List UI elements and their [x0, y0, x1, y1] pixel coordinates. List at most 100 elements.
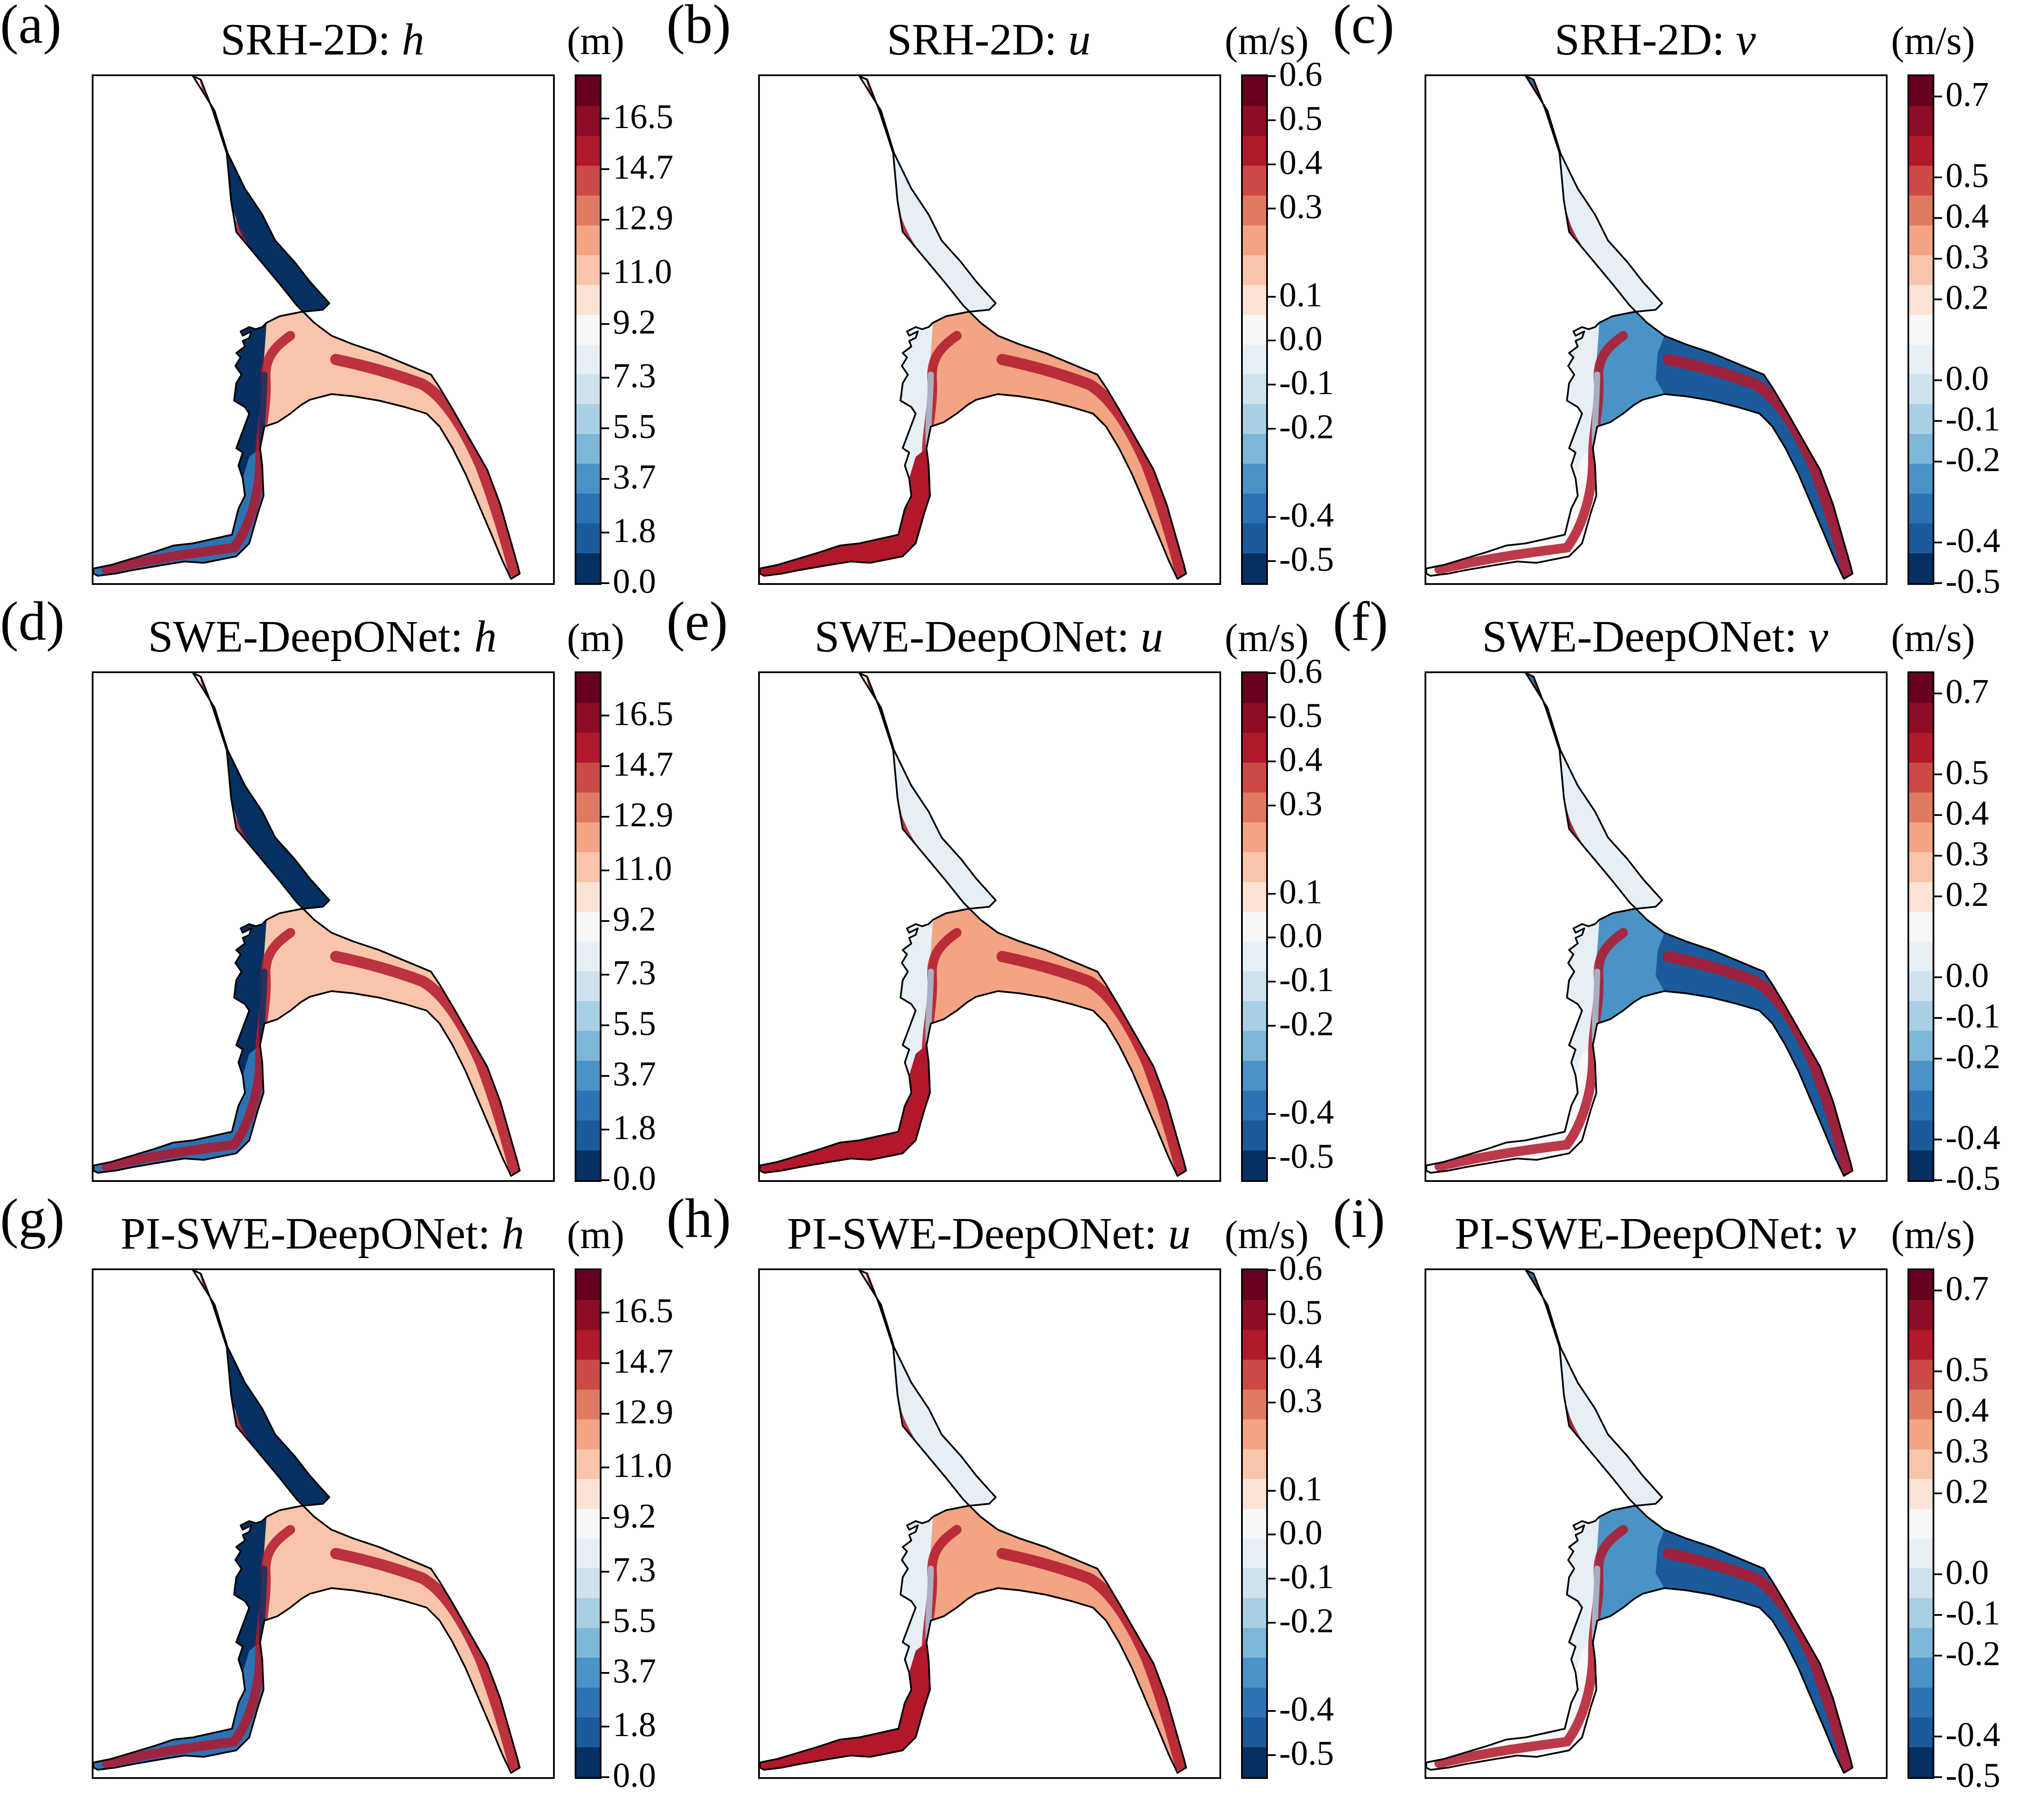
colorbar-tick-mark: [1934, 692, 1942, 694]
panel-letter: (a): [0, 0, 62, 55]
river-field-map: [93, 1270, 521, 1774]
colorbar: [1241, 1268, 1268, 1779]
colorbar-segment: [1243, 941, 1266, 972]
region-thalweg-side: [768, 331, 962, 574]
region-right: [323, 1530, 520, 1773]
colorbar-tick-label: 0.5: [1946, 157, 1989, 195]
panel-letter: (d): [0, 591, 65, 652]
colorbar-tick-mark: [601, 376, 609, 379]
panel-title-variable: h: [474, 612, 497, 661]
colorbar: [575, 74, 601, 585]
colorbar-tick-mark: [601, 1725, 609, 1727]
panel-title: SRH-2D: v: [1424, 17, 1887, 62]
colorbar-segment: [1243, 523, 1266, 554]
colorbar-segment: [576, 255, 600, 285]
colorbar-segment: [1243, 1449, 1266, 1479]
colorbar-tick-mark: [1934, 1451, 1942, 1454]
colorbar-segment: [1909, 1538, 1933, 1569]
colorbar-tick-mark: [1268, 1269, 1276, 1271]
colorbar-segment: [1909, 1001, 1933, 1031]
colorbar-segment: [1243, 1479, 1266, 1509]
colorbar-segment: [1909, 673, 1933, 703]
region-lower: [1426, 1642, 1596, 1770]
colorbar-tick-label: 16.5: [613, 1291, 673, 1330]
colorbar-segment: [1243, 1628, 1266, 1658]
colorbar-segment: [1909, 553, 1933, 583]
colorbar-segment: [576, 912, 600, 942]
colorbar-tick-label: 1.8: [613, 1108, 656, 1147]
colorbar-segment: [1909, 1628, 1933, 1658]
colorbar-segment: [576, 285, 600, 315]
colorbar-segment: [576, 1658, 600, 1688]
colorbar-tick-mark: [1268, 1313, 1276, 1315]
colorbar-segment: [576, 1449, 600, 1479]
panel-g: (g) PI-SWE-DeepONet: h (m) 0.0 1.8 3.7 5.5 7.3 9…: [0, 1191, 675, 1793]
colorbar-segment: [1243, 1747, 1266, 1777]
region-lower: [93, 1642, 264, 1770]
colorbar-segment: [576, 1628, 600, 1658]
colorbar-segment: [1909, 1658, 1933, 1688]
colorbar-segment: [1243, 1389, 1266, 1419]
domain-boundary: [1426, 76, 1853, 580]
panel-title-variable: u: [1168, 1209, 1191, 1258]
colorbar-segment: [1909, 732, 1933, 763]
colorbar-segment: [1909, 792, 1933, 822]
colorbar-tick-mark: [601, 1776, 609, 1778]
colorbar-tick-label: 0.0: [613, 562, 656, 600]
colorbar-tick-mark: [601, 765, 609, 767]
colorbar-tick-mark: [1934, 542, 1942, 544]
colorbar-segment: [1909, 1150, 1933, 1180]
colorbar-segment: [1243, 1658, 1266, 1688]
colorbar-segment: [576, 1479, 600, 1509]
region-lower: [93, 1045, 264, 1173]
colorbar-tick-label: 7.3: [613, 1550, 656, 1589]
river-field-map: [93, 673, 521, 1177]
domain-boundary: [93, 673, 521, 1177]
colorbar-segment: [1243, 374, 1266, 404]
colorbar-segment: [1243, 1598, 1266, 1628]
colorbar-segment: [1243, 494, 1266, 524]
colorbar-segment: [1909, 822, 1933, 852]
colorbar-segment: [1909, 1598, 1933, 1628]
colorbar-tick-label: -0.1: [1946, 1594, 2001, 1632]
colorbar-tick-label: 3.7: [613, 458, 656, 497]
colorbar-segment: [1909, 703, 1933, 733]
colorbar-tick-mark: [1268, 207, 1276, 209]
panel-i: (i) PI-SWE-DeepONet: v (m/s) -0.5 -0.4 -0.2 -0…: [1333, 1191, 2008, 1793]
colorbar-tick-label: 0.3: [1946, 238, 1989, 276]
domain-boundary: [760, 1270, 1187, 1774]
colorbar-tick-label: -0.4: [1279, 1093, 1334, 1132]
colorbar-tick-label: -0.1: [1946, 400, 2001, 438]
colorbar-tick-label: 0.5: [1279, 1293, 1322, 1332]
region-thalweg-main: [1663, 354, 1853, 577]
colorbar-tick-mark: [601, 582, 609, 584]
colorbar-segment: [1243, 882, 1266, 912]
panel-letter: (e): [666, 591, 728, 652]
colorbar-segment: [1909, 135, 1933, 166]
colorbar-tick-label: -0.2: [1946, 1634, 2001, 1673]
panel-title-variable: h: [502, 1209, 524, 1258]
colorbar-segment: [1243, 971, 1266, 1001]
colorbar-tick-mark: [601, 168, 609, 170]
colorbar-tick-label: 0.5: [1279, 696, 1322, 735]
colorbar-segment: [576, 1598, 600, 1628]
colorbar-tick-label: 0.7: [1946, 672, 1989, 711]
colorbar-tick-label: 9.2: [613, 303, 656, 341]
colorbar-tick-label: 11.0: [613, 849, 672, 888]
plot-area: [92, 671, 555, 1182]
colorbar-segment: [576, 315, 600, 345]
region-junction: [926, 303, 1002, 427]
colorbar-tick-label: 1.8: [613, 1705, 656, 1744]
colorbar-tick-mark: [1934, 379, 1942, 382]
panel-e: (e) SWE-DeepONet: u (m/s) -0.5 -0.4 -0.2 -0.1 0…: [666, 591, 1341, 1194]
colorbar-tick-label: 14.7: [613, 1342, 673, 1380]
colorbar-tick-label: 0.1: [1279, 1470, 1322, 1508]
colorbar-segment: [1909, 1329, 1933, 1360]
region-lower: [1426, 1045, 1596, 1173]
colorbar-segment: [1909, 434, 1933, 464]
colorbar-tick-mark: [1934, 1139, 1942, 1141]
colorbar-segment: [576, 135, 600, 166]
colorbar-tick-mark: [1268, 1578, 1276, 1580]
colorbar-segment: [1909, 971, 1933, 1001]
region-junction: [926, 900, 1002, 1024]
